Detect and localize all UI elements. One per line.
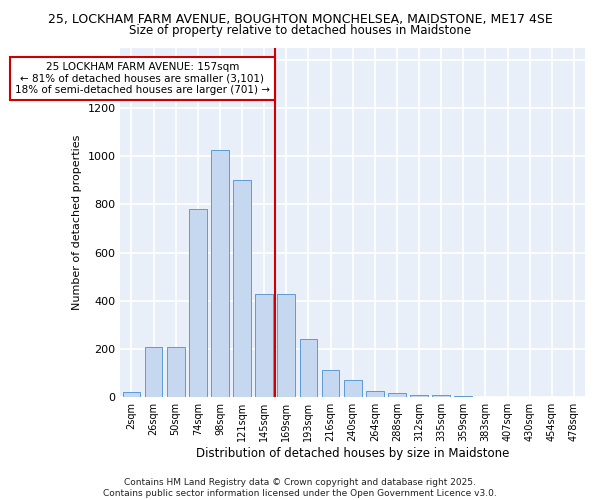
Bar: [145, 346, 163, 398]
Text: Contains HM Land Registry data © Crown copyright and database right 2025.
Contai: Contains HM Land Registry data © Crown c…: [103, 478, 497, 498]
Text: 25, LOCKHAM FARM AVENUE, BOUGHTON MONCHELSEA, MAIDSTONE, ME17 4SE: 25, LOCKHAM FARM AVENUE, BOUGHTON MONCHE…: [47, 12, 553, 26]
X-axis label: Distribution of detached houses by size in Maidstone: Distribution of detached houses by size …: [196, 447, 509, 460]
Bar: [344, 380, 362, 398]
Bar: [122, 392, 140, 398]
Bar: [454, 396, 472, 398]
Bar: [189, 209, 206, 398]
Text: Size of property relative to detached houses in Maidstone: Size of property relative to detached ho…: [129, 24, 471, 37]
Bar: [322, 370, 340, 398]
Bar: [277, 294, 295, 398]
Y-axis label: Number of detached properties: Number of detached properties: [72, 134, 82, 310]
Bar: [211, 150, 229, 398]
Bar: [433, 396, 450, 398]
Bar: [366, 392, 383, 398]
Bar: [167, 346, 185, 398]
Bar: [410, 395, 428, 398]
Bar: [256, 294, 273, 398]
Text: 25 LOCKHAM FARM AVENUE: 157sqm
← 81% of detached houses are smaller (3,101)
18% : 25 LOCKHAM FARM AVENUE: 157sqm ← 81% of …: [15, 62, 270, 95]
Bar: [388, 392, 406, 398]
Bar: [233, 180, 251, 398]
Bar: [299, 340, 317, 398]
